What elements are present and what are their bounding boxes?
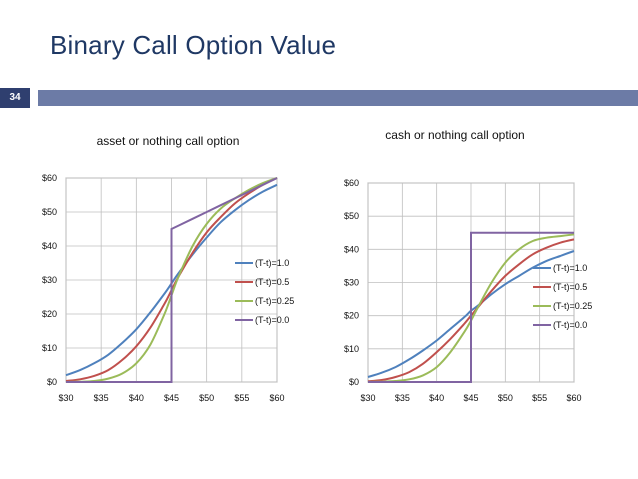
legend-label: (T-t)=1.0 xyxy=(255,258,289,268)
y-tick-label: $40 xyxy=(344,244,359,254)
legend-label: (T-t)=0.0 xyxy=(553,320,587,330)
legend-label: (T-t)=0.5 xyxy=(553,282,587,292)
y-tick-label: $30 xyxy=(344,278,359,288)
x-tick-label: $50 xyxy=(498,393,513,403)
y-tick-label: $20 xyxy=(344,311,359,321)
x-tick-label: $55 xyxy=(234,393,249,403)
y-tick-label: $0 xyxy=(47,377,57,387)
x-tick-label: $40 xyxy=(129,393,144,403)
y-tick-label: $10 xyxy=(42,343,57,353)
chart-title: cash or nothing call option xyxy=(385,128,524,142)
slide-title: Binary Call Option Value xyxy=(50,30,337,60)
x-tick-label: $40 xyxy=(429,393,444,403)
x-tick-label: $30 xyxy=(360,393,375,403)
y-tick-label: $20 xyxy=(42,309,57,319)
x-tick-label: $35 xyxy=(94,393,109,403)
page-number-badge: 34 xyxy=(0,88,30,108)
series-line xyxy=(66,177,278,383)
chart-title: asset or nothing call option xyxy=(97,134,240,148)
y-tick-label: $60 xyxy=(42,173,57,183)
x-tick-label: $60 xyxy=(566,393,581,403)
x-tick-label: $30 xyxy=(58,393,73,403)
x-tick-label: $55 xyxy=(532,393,547,403)
y-tick-label: $60 xyxy=(344,178,359,188)
legend-label: (T-t)=0.0 xyxy=(255,315,289,325)
legend-label: (T-t)=0.25 xyxy=(553,301,592,311)
legend-label: (T-t)=0.5 xyxy=(255,277,289,287)
legend-label: (T-t)=1.0 xyxy=(553,263,587,273)
y-tick-label: $50 xyxy=(344,211,359,221)
y-tick-label: $10 xyxy=(344,344,359,354)
x-tick-label: $45 xyxy=(164,393,179,403)
y-tick-label: $50 xyxy=(42,207,57,217)
x-tick-label: $50 xyxy=(199,393,214,403)
y-tick-label: $30 xyxy=(42,275,57,285)
series-line xyxy=(368,231,574,383)
legend-label: (T-t)=0.25 xyxy=(255,296,294,306)
y-tick-label: $40 xyxy=(42,241,57,251)
x-tick-label: $60 xyxy=(269,393,284,403)
x-tick-label: $35 xyxy=(395,393,410,403)
title-divider-bar xyxy=(38,90,638,106)
x-tick-label: $45 xyxy=(463,393,478,403)
y-tick-label: $0 xyxy=(349,377,359,387)
